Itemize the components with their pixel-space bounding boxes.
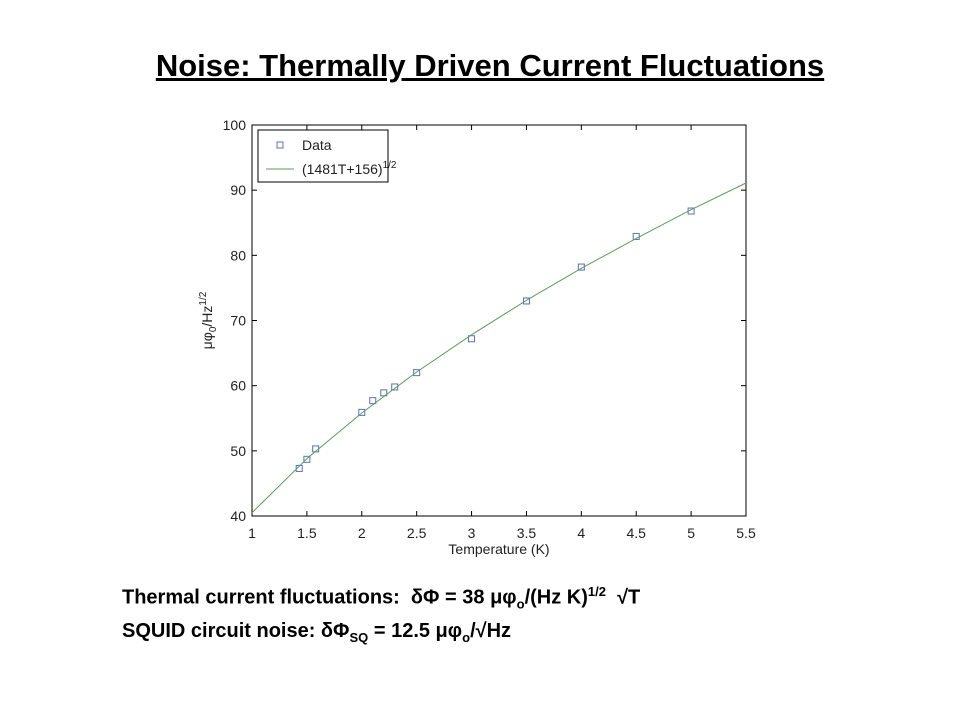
x-tick-label: 3 — [468, 525, 476, 541]
data-point — [380, 389, 388, 397]
x-tick-label: 4.5 — [626, 525, 646, 541]
x-tick-label: 3.5 — [517, 525, 537, 541]
data-point — [413, 369, 421, 377]
text-run: 1/2 — [587, 584, 606, 599]
plot-area — [251, 124, 747, 517]
legend-swatch — [276, 141, 284, 149]
fit-line — [251, 182, 747, 514]
y-label-run: /Hz — [199, 306, 215, 327]
x-tick-label: 1 — [248, 525, 256, 541]
y-axis-label: μφ0/Hz1/2 — [198, 291, 219, 349]
text-run: Thermal current fluctuations: δΦ = 38 μφ — [122, 586, 517, 609]
text-run: √T — [605, 586, 641, 609]
x-tick-label: 1.5 — [297, 525, 317, 541]
x-tick-label: 4 — [577, 525, 585, 541]
x-tick-label: 2.5 — [407, 525, 427, 541]
y-tick-label: 90 — [230, 182, 246, 198]
text-run: = 12.5 μφ — [368, 620, 463, 642]
data-point — [391, 383, 399, 391]
data-point — [522, 297, 530, 305]
x-tick-label: 2 — [358, 525, 366, 541]
legend-run: 1/2 — [383, 160, 397, 171]
y-tick-label: 100 — [223, 117, 247, 133]
data-point — [303, 455, 311, 463]
y-label-run: μφ — [199, 332, 215, 349]
data-point — [358, 408, 366, 416]
legend-label: Data — [302, 137, 332, 153]
legend-box — [257, 129, 389, 183]
data-point — [369, 397, 377, 405]
data-point — [295, 464, 303, 472]
y-tick-label: 60 — [230, 378, 246, 394]
note-line: SQUID circuit noise: δΦSQ = 12.5 μφo/√Hz — [122, 620, 511, 645]
x-tick-label: 5 — [687, 525, 695, 541]
y-tick-label: 80 — [230, 247, 246, 263]
text-run: SQ — [349, 630, 369, 645]
legend-run: (1481T+156) — [302, 161, 383, 177]
slide-title: Noise: Thermally Driven Current Fluctuat… — [155, 48, 825, 83]
text-run: o — [516, 596, 525, 612]
text-run: /(Hz K) — [524, 586, 588, 609]
y-tick-label: 70 — [230, 313, 246, 329]
legend-label: (1481T+156)1/2 — [302, 160, 397, 177]
note-line: Thermal current fluctuations: δΦ = 38 μφ… — [122, 584, 640, 612]
y-tick-label: 40 — [230, 508, 246, 524]
x-tick-label: 5.5 — [736, 525, 756, 541]
y-label-run: 0 — [208, 326, 219, 332]
y-label-run: 1/2 — [198, 291, 209, 305]
x-axis-label: Temperature (K) — [448, 541, 549, 557]
y-tick-label: 50 — [230, 443, 246, 459]
text-run: o — [462, 630, 471, 645]
data-point — [468, 335, 476, 343]
legend-run: Data — [302, 137, 332, 153]
text-run: SQUID circuit noise: δΦ — [122, 620, 350, 642]
text-run: /√Hz — [470, 620, 512, 642]
